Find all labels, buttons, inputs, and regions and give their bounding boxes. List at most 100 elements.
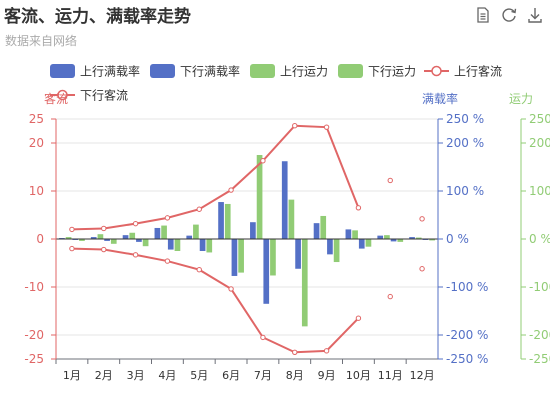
bar-上行运力-7月[interactable] bbox=[256, 155, 263, 239]
bar-下行运力-10月[interactable] bbox=[365, 239, 372, 247]
point-上行客流-9月[interactable] bbox=[323, 124, 330, 130]
legend-item-下行满载率[interactable]: 下行满载率 bbox=[150, 64, 240, 79]
bar-下行满载率-2月[interactable] bbox=[104, 239, 110, 241]
point-上行客流-11月[interactable] bbox=[387, 177, 393, 184]
bar-上行满载率-5月[interactable] bbox=[186, 235, 193, 239]
bar-上行运力-9月[interactable] bbox=[320, 215, 327, 239]
right2-axis-label: -250 % bbox=[529, 352, 550, 366]
point-上行客流-5月[interactable] bbox=[196, 206, 202, 212]
bar-下行满载率-7月[interactable] bbox=[263, 239, 270, 304]
legend-label: 上行运力 bbox=[280, 65, 328, 79]
x-tick-label: 10月 bbox=[346, 369, 371, 382]
x-tick-label: 3月 bbox=[127, 369, 145, 382]
bar-上行满载率-11月[interactable] bbox=[377, 235, 384, 239]
bar-上行满载率-8月[interactable] bbox=[281, 161, 288, 239]
legend-item-下行客流[interactable]: 下行客流 bbox=[50, 88, 128, 103]
bar-下行运力-4月[interactable] bbox=[174, 239, 181, 251]
point-上行客流-3月[interactable] bbox=[132, 220, 139, 227]
legend-swatch-dot bbox=[57, 89, 68, 101]
legend-item-上行客流[interactable]: 上行客流 bbox=[424, 64, 502, 79]
bar-上行满载率-12月[interactable] bbox=[409, 237, 415, 239]
point-下行客流-4月[interactable] bbox=[164, 258, 171, 264]
point-下行客流-12月[interactable] bbox=[419, 266, 425, 272]
bar-下行满载率-6月[interactable] bbox=[231, 239, 238, 276]
point-上行客流-10月[interactable] bbox=[355, 205, 362, 211]
bar-下行运力-3月[interactable] bbox=[142, 239, 149, 247]
bar-上行运力-3月[interactable] bbox=[129, 232, 136, 239]
refresh-icon[interactable] bbox=[500, 6, 518, 24]
bar-下行满载率-8月[interactable] bbox=[295, 239, 301, 269]
right2-axis-label: 200 % bbox=[529, 136, 550, 150]
point-下行客流-8月[interactable] bbox=[292, 349, 298, 355]
bar-上行满载率-10月[interactable] bbox=[345, 229, 352, 239]
bar-下行运力-11月[interactable] bbox=[397, 239, 404, 242]
left-axis-label: 0 bbox=[36, 232, 44, 246]
point-上行客流-8月[interactable] bbox=[292, 123, 298, 129]
bar-上行运力-1月[interactable] bbox=[65, 237, 72, 239]
bar-下行运力-7月[interactable] bbox=[270, 239, 276, 276]
bar-上行满载率-4月[interactable] bbox=[154, 227, 161, 239]
bar-上行运力-5月[interactable] bbox=[193, 224, 199, 239]
point-下行客流-6月[interactable] bbox=[228, 286, 234, 292]
bar-下行满载率-11月[interactable] bbox=[390, 239, 397, 242]
legend-item-下行运力[interactable]: 下行运力 bbox=[338, 64, 416, 79]
bar-上行运力-6月[interactable] bbox=[224, 203, 231, 239]
right1-axis-label: 250 % bbox=[446, 112, 484, 126]
point-上行客流-4月[interactable] bbox=[164, 215, 171, 221]
right1-axis-label: 0 % bbox=[446, 232, 469, 246]
point-上行客流-6月[interactable] bbox=[228, 187, 234, 193]
left-axis-label: 10 bbox=[29, 184, 44, 198]
bar-上行运力-2月[interactable] bbox=[97, 234, 104, 239]
bar-下行运力-1月[interactable] bbox=[79, 239, 85, 241]
point-上行客流-1月[interactable] bbox=[69, 226, 75, 233]
point-下行客流-7月[interactable] bbox=[260, 334, 266, 341]
point-下行客流-1月[interactable] bbox=[69, 245, 75, 252]
x-tick-label: 9月 bbox=[318, 369, 336, 382]
point-下行客流-11月[interactable] bbox=[387, 293, 393, 300]
right2-axis-label: 100 % bbox=[529, 184, 550, 198]
chart-subtitle: 数据来自网络 bbox=[5, 34, 78, 48]
point-下行客流-2月[interactable] bbox=[101, 246, 107, 253]
bar-下行满载率-9月[interactable] bbox=[327, 239, 333, 255]
bar-上行满载率-2月[interactable] bbox=[90, 237, 97, 239]
bar-下行运力-5月[interactable] bbox=[206, 239, 213, 253]
bar-上行运力-11月[interactable] bbox=[384, 235, 390, 239]
bar-下行满载率-10月[interactable] bbox=[358, 239, 365, 249]
legend-label: 下行满载率 bbox=[180, 64, 240, 79]
legend-swatch bbox=[50, 64, 75, 78]
point-下行客流-10月[interactable] bbox=[355, 315, 362, 321]
point-上行客流-2月[interactable] bbox=[101, 225, 107, 232]
bar-下行运力-6月[interactable] bbox=[238, 239, 244, 273]
legend-item-上行满载率[interactable]: 上行满载率 bbox=[50, 64, 140, 79]
left-axis-label: -10 bbox=[24, 280, 44, 294]
bar-上行运力-4月[interactable] bbox=[161, 225, 167, 239]
point-上行客流-12月[interactable] bbox=[419, 216, 425, 222]
bar-下行运力-12月[interactable] bbox=[429, 239, 435, 241]
right2-axis-label: -200 % bbox=[529, 328, 550, 342]
bar-上行运力-10月[interactable] bbox=[352, 230, 358, 239]
bar-下行满载率-3月[interactable] bbox=[136, 239, 142, 242]
download-icon[interactable] bbox=[526, 6, 544, 24]
bar-下行运力-2月[interactable] bbox=[110, 239, 117, 244]
x-tick-label: 4月 bbox=[158, 369, 176, 382]
data-view-icon[interactable] bbox=[474, 6, 492, 24]
legend-swatch bbox=[338, 64, 363, 78]
bar-上行满载率-7月[interactable] bbox=[250, 222, 256, 239]
bar-上行满载率-9月[interactable] bbox=[313, 223, 320, 239]
legend-item-上行运力[interactable]: 上行运力 bbox=[250, 64, 328, 79]
bar-上行运力-12月[interactable] bbox=[415, 237, 422, 239]
x-tick-label: 8月 bbox=[286, 369, 304, 382]
bar-下行运力-9月[interactable] bbox=[333, 239, 340, 263]
point-下行客流-5月[interactable] bbox=[196, 267, 202, 273]
bar-下行满载率-4月[interactable] bbox=[167, 239, 174, 250]
legend-label: 上行满载率 bbox=[80, 64, 140, 79]
point-下行客流-9月[interactable] bbox=[323, 348, 330, 354]
bar-下行满载率-5月[interactable] bbox=[199, 239, 206, 251]
bar-上行运力-8月[interactable] bbox=[288, 199, 295, 239]
right1-axis-label: 100 % bbox=[446, 184, 484, 198]
bar-下行运力-8月[interactable] bbox=[301, 239, 308, 327]
bar-上行满载率-6月[interactable] bbox=[218, 202, 224, 239]
bar-上行满载率-3月[interactable] bbox=[122, 235, 129, 239]
point-下行客流-3月[interactable] bbox=[132, 252, 139, 258]
point-上行客流-7月[interactable] bbox=[260, 158, 266, 164]
